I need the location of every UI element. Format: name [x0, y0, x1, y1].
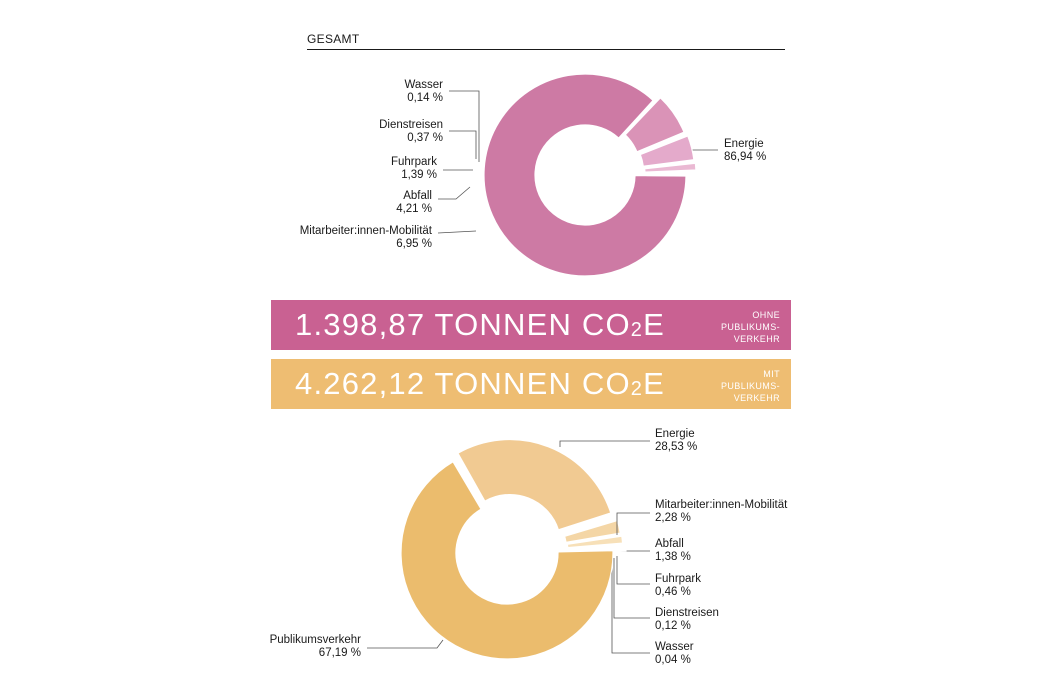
label-value-dienstreisen: 0,12 % — [655, 620, 691, 632]
total-ohne-value: 1.398,87 TONNEN CO — [295, 307, 631, 342]
note-line: VERKEHR — [733, 393, 780, 403]
total-mit: 4.262,12 TONNEN CO2E — [295, 366, 665, 402]
slice-mitarbeiter-innen-mobilitaet — [563, 519, 621, 544]
banner-ohne-note: OHNE PUBLIKUMS- VERKEHR — [690, 309, 780, 345]
label-value-mitarbeiter-innen-mobilitaet: 2,28 % — [655, 512, 691, 524]
label-value-abfall: 4,21 % — [396, 203, 432, 215]
banner-mit-publikumsverkehr: 4.262,12 TONNEN CO2E MIT PUBLIKUMS- VERK… — [271, 359, 791, 409]
slice-energie — [483, 73, 687, 277]
total-mit-suffix: E — [643, 366, 665, 401]
total-ohne: 1.398,87 TONNEN CO2E — [295, 307, 665, 343]
total-ohne-sub: 2 — [630, 319, 644, 341]
note-line: PUBLIKUMS- — [720, 322, 780, 332]
slice-mitarbeiter-innen-mobilitaet — [624, 97, 685, 153]
label-name-dienstreisen: Dienstreisen — [655, 607, 719, 619]
label-value-wasser: 0,14 % — [407, 92, 443, 104]
leader-line-mitarbeiter-innen-mobilitaet — [437, 230, 477, 234]
banner-ohne-publikumsverkehr: 1.398,87 TONNEN CO2E OHNE PUBLIKUMS- VER… — [271, 300, 791, 350]
label-name-abfall: Abfall — [655, 538, 684, 550]
label-name-dienstreisen: Dienstreisen — [379, 119, 443, 131]
slice-abfall — [639, 135, 695, 167]
label-value-energie: 28,53 % — [655, 441, 697, 453]
label-value-fuhrpark: 0,46 % — [655, 586, 691, 598]
slice-dienstreisen — [645, 172, 698, 175]
total-ohne-suffix: E — [643, 307, 665, 342]
leader-line-abfall — [438, 186, 471, 200]
label-name-abfall: Abfall — [403, 190, 432, 202]
note-line: OHNE — [752, 310, 780, 320]
leader-line-wasser — [449, 90, 480, 162]
label-value-dienstreisen: 0,37 % — [407, 132, 443, 144]
total-mit-sub: 2 — [630, 378, 644, 400]
slice-energie — [457, 438, 612, 531]
slice-fuhrpark — [644, 162, 697, 173]
label-name-wasser: Wasser — [655, 641, 694, 653]
slice-publikumsverkehr — [400, 460, 614, 660]
total-mit-value: 4.262,12 TONNEN CO — [295, 366, 631, 401]
note-line: MIT — [763, 369, 780, 379]
label-name-energie: Energie — [724, 138, 764, 150]
label-name-publikumsverkehr: Publikumsverkehr — [270, 634, 362, 646]
note-line: PUBLIKUMS- — [720, 381, 780, 391]
label-value-wasser: 0,04 % — [655, 654, 691, 666]
label-value-fuhrpark: 1,39 % — [401, 169, 437, 181]
leader-line-wasser — [611, 560, 650, 654]
leader-line-dienstreisen — [449, 130, 477, 159]
label-value-publikumsverkehr: 67,19 % — [319, 647, 361, 659]
slice-dienstreisen — [569, 548, 626, 552]
label-value-energie: 86,94 % — [724, 151, 766, 163]
leader-line-fuhrpark — [616, 556, 650, 585]
label-name-fuhrpark: Fuhrpark — [655, 573, 701, 585]
banner-mit-note: MIT PUBLIKUMS- VERKEHR — [690, 368, 780, 404]
label-name-mitarbeiter-innen-mobilitaet: Mitarbeiter:innen-Mobilität — [300, 225, 433, 237]
leader-line-energie — [559, 440, 650, 447]
label-name-wasser: Wasser — [404, 79, 443, 91]
slice-abfall — [566, 535, 624, 549]
label-value-mitarbeiter-innen-mobilitaet: 6,95 % — [396, 238, 432, 250]
note-line: VERKEHR — [733, 334, 780, 344]
slice-wasser — [646, 174, 699, 177]
label-value-abfall: 1,38 % — [655, 551, 691, 563]
leader-line-dienstreisen — [613, 558, 650, 619]
slice-fuhrpark — [568, 545, 625, 551]
label-name-energie: Energie — [655, 428, 695, 440]
leader-line-publikumsverkehr — [367, 639, 444, 649]
label-name-fuhrpark: Fuhrpark — [391, 156, 437, 168]
section-title: GESAMT — [307, 32, 785, 50]
slice-wasser — [570, 549, 627, 553]
leader-line-mitarbeiter-innen-mobilitaet — [616, 512, 650, 535]
label-name-mitarbeiter-innen-mobilitaet: Mitarbeiter:innen-Mobilität — [655, 499, 788, 511]
